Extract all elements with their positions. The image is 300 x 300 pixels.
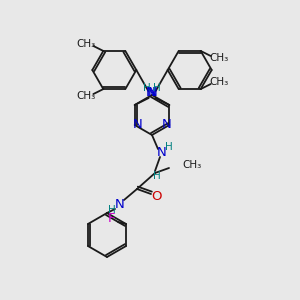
Text: N: N — [147, 86, 157, 100]
Text: H: H — [153, 83, 160, 93]
Text: F: F — [107, 212, 115, 226]
Text: N: N — [115, 197, 125, 211]
Text: H: H — [153, 171, 161, 181]
Text: N: N — [161, 118, 171, 131]
Text: CH₃: CH₃ — [209, 77, 228, 87]
Text: N: N — [146, 86, 156, 100]
Text: O: O — [152, 190, 162, 203]
Text: CH₃: CH₃ — [182, 160, 201, 170]
Text: CH₃: CH₃ — [77, 39, 96, 49]
Text: H: H — [143, 83, 151, 93]
Text: N: N — [133, 118, 142, 131]
Text: CH₃: CH₃ — [209, 53, 228, 63]
Text: H: H — [165, 142, 173, 152]
Text: N: N — [157, 146, 167, 158]
Text: CH₃: CH₃ — [77, 91, 96, 101]
Text: N: N — [147, 85, 157, 98]
Text: H: H — [108, 205, 116, 215]
